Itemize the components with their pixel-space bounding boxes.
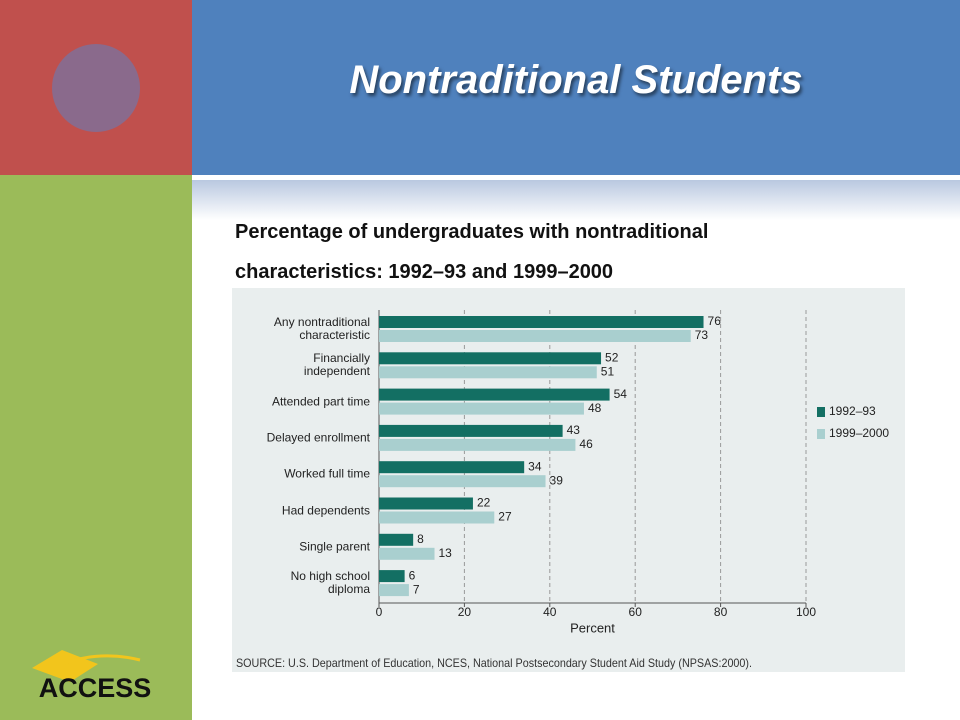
y-tick-label: Financially independent	[303, 351, 370, 379]
bar	[379, 570, 405, 583]
bar	[379, 511, 495, 524]
bar	[379, 366, 597, 379]
value-label: 27	[498, 510, 512, 524]
value-label: 8	[417, 532, 424, 546]
x-tick-label: 80	[714, 605, 728, 619]
x-tick-label: 100	[796, 605, 816, 619]
x-axis-label: Percent	[570, 620, 615, 635]
y-tick-label: No high school diploma	[290, 569, 370, 597]
value-label: 22	[477, 496, 491, 510]
bar	[379, 438, 576, 451]
circle-decor	[52, 44, 140, 132]
legend-label: 1999–2000	[829, 426, 889, 440]
value-label: 54	[614, 387, 628, 401]
bar	[379, 316, 704, 328]
bar	[379, 352, 602, 365]
chart-panel	[232, 288, 905, 672]
bar	[379, 461, 525, 474]
value-label: 34	[528, 459, 542, 473]
x-tick-label: 60	[629, 605, 643, 619]
value-label: 73	[695, 328, 709, 342]
x-tick-label: 0	[376, 605, 383, 619]
value-label: 13	[439, 546, 453, 560]
logo-text: ACCESS	[39, 673, 152, 703]
value-label: 48	[588, 401, 602, 415]
value-label: 52	[605, 350, 619, 364]
green-block	[0, 175, 192, 720]
chart-title: Percentage of undergraduates with nontra…	[235, 221, 709, 283]
y-tick-label: Had dependents	[281, 503, 370, 517]
value-label: 76	[708, 314, 722, 328]
value-label: 43	[567, 423, 581, 437]
legend-label: 1992–93	[829, 404, 876, 418]
bar	[379, 584, 409, 597]
bar	[379, 475, 546, 488]
bar	[379, 497, 473, 510]
bar	[379, 388, 610, 401]
logo-swoosh	[61, 654, 141, 666]
source-note: SOURCE: U.S. Department of Education, NC…	[236, 656, 752, 670]
value-label: 6	[409, 568, 416, 582]
value-label: 39	[550, 473, 564, 487]
slide-title: Nontraditional Students	[349, 58, 803, 102]
value-label: 51	[601, 364, 615, 378]
y-tick-label: Single parent	[299, 539, 370, 554]
blue-block	[192, 0, 960, 175]
y-tick-label: Attended part time	[271, 394, 370, 409]
y-tick-label: Any nontraditional characteristic	[273, 315, 370, 342]
fade-band	[192, 180, 960, 220]
legend-swatch	[817, 407, 825, 417]
value-label: 46	[579, 437, 593, 451]
bar	[379, 547, 435, 560]
x-tick-label: 40	[543, 605, 557, 619]
y-tick-label: Worked full time	[284, 466, 370, 481]
legend-swatch	[817, 429, 825, 439]
bar	[379, 402, 584, 415]
x-tick-label: 20	[458, 605, 472, 619]
bar	[379, 330, 691, 342]
value-label: 7	[413, 582, 420, 596]
y-tick-label: Delayed enrollment	[266, 430, 370, 445]
bar	[379, 424, 563, 437]
bar	[379, 533, 414, 546]
